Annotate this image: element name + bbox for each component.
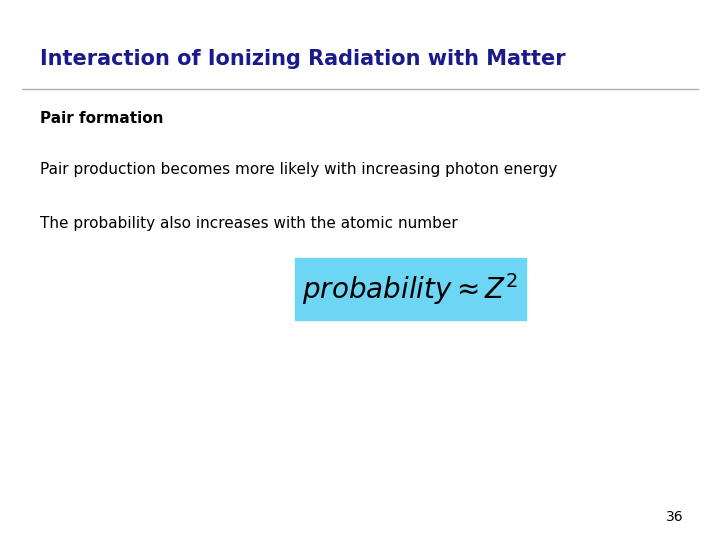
- Text: $\mathit{probability}\approx Z^2$: $\mathit{probability}\approx Z^2$: [302, 271, 518, 307]
- FancyBboxPatch shape: [295, 258, 526, 320]
- Text: Pair formation: Pair formation: [40, 111, 163, 126]
- Text: 36: 36: [667, 510, 684, 524]
- Text: The probability also increases with the atomic number: The probability also increases with the …: [40, 216, 457, 231]
- Text: Pair production becomes more likely with increasing photon energy: Pair production becomes more likely with…: [40, 162, 557, 177]
- Text: Interaction of Ionizing Radiation with Matter: Interaction of Ionizing Radiation with M…: [40, 49, 565, 69]
